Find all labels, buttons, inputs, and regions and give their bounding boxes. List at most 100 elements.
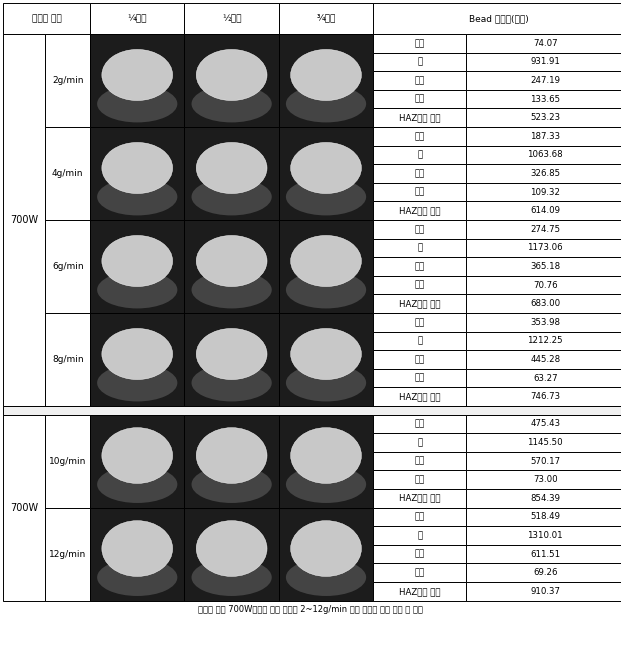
Ellipse shape <box>196 328 267 380</box>
Bar <box>373 257 466 276</box>
Text: 70.76: 70.76 <box>533 281 558 290</box>
Ellipse shape <box>291 142 361 194</box>
Bar <box>466 90 621 109</box>
Text: 두께: 두께 <box>415 76 425 85</box>
Bar <box>466 295 621 313</box>
Ellipse shape <box>102 142 173 194</box>
Text: 높이: 높이 <box>415 39 425 48</box>
Ellipse shape <box>97 85 178 122</box>
Ellipse shape <box>291 328 361 380</box>
Bar <box>373 508 466 526</box>
Bar <box>45 127 90 220</box>
Bar <box>90 127 184 220</box>
Bar <box>466 526 621 545</box>
Bar <box>466 34 621 52</box>
Text: 614.09: 614.09 <box>530 206 560 215</box>
Bar <box>90 220 184 313</box>
Text: 길이: 길이 <box>415 569 425 577</box>
Text: 길이: 길이 <box>415 374 425 383</box>
Text: 두께: 두께 <box>415 355 425 364</box>
Text: 12g/min: 12g/min <box>49 550 86 559</box>
Bar <box>184 508 279 601</box>
Ellipse shape <box>97 271 178 309</box>
Ellipse shape <box>191 178 272 215</box>
Ellipse shape <box>291 521 361 576</box>
Text: 높이: 높이 <box>415 512 425 521</box>
Ellipse shape <box>102 328 173 380</box>
Bar <box>90 3 184 34</box>
Text: 6g/min: 6g/min <box>52 262 83 271</box>
Bar <box>279 508 373 601</box>
Bar <box>373 276 466 295</box>
Text: 700W: 700W <box>10 502 39 513</box>
Text: 274.75: 274.75 <box>530 225 560 234</box>
Text: ½지점: ½지점 <box>222 14 242 23</box>
Bar <box>373 489 466 508</box>
Text: 365.18: 365.18 <box>530 262 560 271</box>
Bar <box>373 3 621 34</box>
Bar <box>90 415 184 508</box>
Ellipse shape <box>102 521 173 576</box>
Text: 높이: 높이 <box>415 132 425 141</box>
Ellipse shape <box>286 271 366 309</box>
Bar <box>3 34 45 406</box>
Ellipse shape <box>196 49 267 101</box>
Text: 8g/min: 8g/min <box>52 355 83 364</box>
Ellipse shape <box>291 235 361 287</box>
Bar <box>466 52 621 71</box>
Ellipse shape <box>286 466 366 503</box>
Text: 폭: 폭 <box>417 151 422 159</box>
Text: 1212.25: 1212.25 <box>527 337 563 345</box>
Bar <box>373 350 466 369</box>
Text: 두께: 두께 <box>415 262 425 271</box>
Bar <box>466 276 621 295</box>
Bar <box>466 369 621 388</box>
Bar <box>373 90 466 109</box>
Text: 518.49: 518.49 <box>530 512 560 521</box>
Bar <box>373 526 466 545</box>
Text: HAZ포함 높이: HAZ포함 높이 <box>399 587 440 596</box>
Text: 109.32: 109.32 <box>530 188 560 196</box>
Text: 폭: 폭 <box>417 337 422 345</box>
Bar <box>279 127 373 220</box>
Bar <box>373 545 466 563</box>
Text: 두께: 두께 <box>415 457 425 466</box>
Ellipse shape <box>291 428 361 483</box>
Text: 두께: 두께 <box>415 169 425 178</box>
Bar <box>373 452 466 470</box>
Bar <box>373 388 466 406</box>
Text: 1173.06: 1173.06 <box>527 244 563 252</box>
Bar <box>466 388 621 406</box>
Bar <box>184 313 279 406</box>
Text: HAZ포함 높이: HAZ포함 높이 <box>399 494 440 503</box>
Ellipse shape <box>191 466 272 503</box>
Text: 73.00: 73.00 <box>533 476 558 484</box>
Bar <box>373 563 466 582</box>
Text: ¾지점: ¾지점 <box>316 14 336 23</box>
Text: 레이저 출력 700W에서의 분말 공급량 2~12g/min 변화 적층물 단면 형상 및 치수: 레이저 출력 700W에서의 분말 공급량 2~12g/min 변화 적층물 단… <box>198 605 423 614</box>
Ellipse shape <box>291 49 361 101</box>
Bar <box>279 220 373 313</box>
Text: 1063.68: 1063.68 <box>527 151 563 159</box>
Text: 611.51: 611.51 <box>530 550 560 559</box>
Bar <box>466 238 621 257</box>
Bar <box>373 127 466 145</box>
Text: 폭: 폭 <box>417 438 422 447</box>
Ellipse shape <box>196 142 267 194</box>
Text: HAZ포함 높이: HAZ포함 높이 <box>399 206 440 215</box>
Bar <box>466 489 621 508</box>
Text: 프린팅 조건: 프린팅 조건 <box>32 14 61 23</box>
Bar <box>466 415 621 433</box>
Text: 74.07: 74.07 <box>533 39 558 48</box>
Bar <box>373 415 466 433</box>
Text: 4g/min: 4g/min <box>52 169 83 178</box>
Bar <box>373 331 466 350</box>
Bar <box>373 369 466 388</box>
Text: HAZ포함 높이: HAZ포함 높이 <box>399 299 440 309</box>
Bar <box>373 183 466 202</box>
Ellipse shape <box>102 428 173 483</box>
Text: 910.37: 910.37 <box>530 587 560 596</box>
Bar <box>90 313 184 406</box>
Text: 700W: 700W <box>10 215 39 225</box>
Ellipse shape <box>191 85 272 122</box>
